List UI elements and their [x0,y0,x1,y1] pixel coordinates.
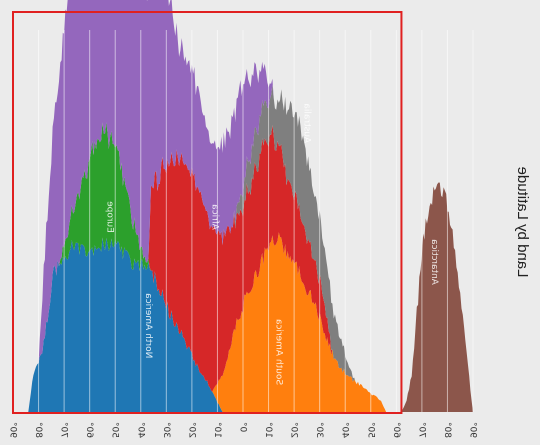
x-tick-label-1: 80° [442,422,452,438]
label-europe: Europe [105,201,115,233]
x-tick-label-17: 80° [33,422,43,438]
x-tick-label-15: 60° [84,422,94,438]
x-axis-ticks: 90° 80° 70° 60° 50° 40° 30° 20° 10° 0° 10° 20° 30° 40… [8,422,478,438]
x-tick-label-6: 30° [314,422,324,438]
label-north-america: North America [143,293,153,358]
x-tick-label-0: 90° [468,422,478,438]
area-antarctica [13,0,473,412]
x-tick-label-7: 20° [289,422,299,438]
label-antarctica: Antarctica [429,239,439,285]
highlight-box [11,11,403,414]
label-africa: Africa [209,204,219,230]
area-europe [13,122,473,413]
x-tick-label-13: 40° [135,422,145,438]
x-tick-label-14: 50° [110,422,120,438]
x-tick-label-11: 20° [186,422,196,438]
x-tick-label-12: 30° [161,422,171,438]
chart-title: Land by Latitude [514,167,531,278]
x-tick-label-2: 70° [416,422,426,438]
gridlines [12,30,474,412]
x-tick-label-18: 90° [8,422,18,438]
x-tick-label-4: 50° [365,422,375,438]
label-south-america: South America [273,319,283,385]
x-tick-label-5: 40° [340,422,350,438]
x-tick-label-9: 0° [238,422,248,432]
x-tick-label-16: 70° [59,422,69,438]
area-labels: North America South America Europe Africa Au… [105,103,440,385]
x-tick-label-3: 60° [391,422,401,438]
area-north-america [13,237,473,412]
chart-title-group: Land by Latitude [514,167,531,278]
area-asia [13,0,473,412]
x-tick-label-8: 10° [263,422,273,438]
x-tick-label-10: 10° [212,422,222,438]
label-australia: Australia [301,103,311,143]
